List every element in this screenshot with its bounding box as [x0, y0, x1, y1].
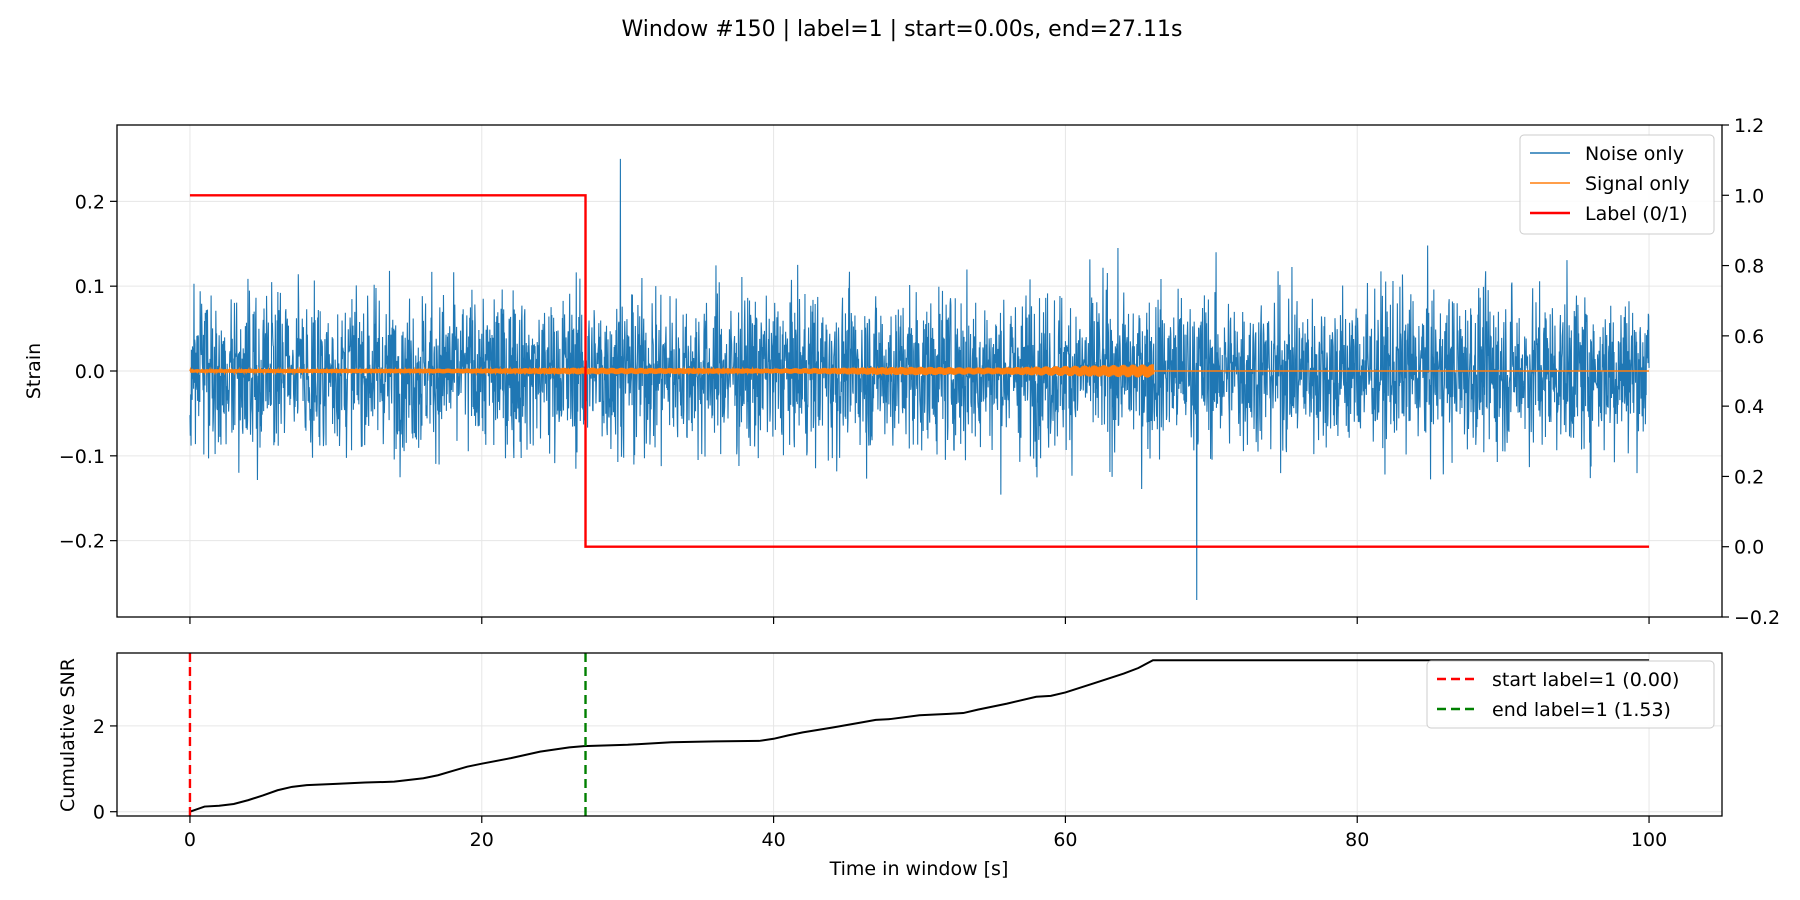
top-y-tick-label-0: −0.2 [59, 531, 105, 553]
top-ticks: −0.2 −0.1 0.0 0.1 0.2 −0.2 0.0 0.2 0.4 0.6 0.8 1.0 1… [59, 115, 1780, 629]
top-y2-tick-label-4: 0.6 [1734, 326, 1764, 348]
bottom-legend-entry-1: end label=1 (1.53) [1492, 699, 1671, 721]
bottom-legend-entry-0: start label=1 (0.00) [1492, 669, 1679, 691]
series-signal-only [189, 364, 1650, 378]
bottom-panel: 0 20 40 60 80 100 0 2 Cumulative SNR Time in wi… [57, 652, 1723, 880]
bottom-x-tick-label-4: 80 [1345, 829, 1369, 851]
top-legend-entry-1: Signal only [1585, 173, 1690, 195]
series-cumulative-snr [189, 659, 1650, 813]
top-y2-tick-label-7: 1.2 [1734, 115, 1764, 137]
bottom-y-tick-label-1: 2 [93, 716, 105, 738]
top-legend-box [1519, 134, 1715, 235]
top-y2-tick-label-5: 0.8 [1734, 256, 1764, 278]
series-noise-only [189, 158, 1650, 601]
bottom-axes-frame [116, 652, 1723, 817]
top-y2-tick-label-3: 0.4 [1734, 396, 1764, 418]
bottom-y-tick-label-0: 0 [93, 802, 105, 824]
top-legend-entry-0: Noise only [1585, 143, 1684, 165]
top-panel: −0.2 −0.1 0.0 0.1 0.2 −0.2 0.0 0.2 0.4 0.6 0.8 1.0 1… [23, 115, 1780, 629]
bottom-x-tick-label-1: 20 [470, 829, 494, 851]
bottom-y-axis-label: Cumulative SNR [57, 658, 79, 812]
top-y2-tick-label-0: −0.2 [1734, 607, 1780, 629]
bottom-x-tick-label-3: 60 [1053, 829, 1077, 851]
series-label-0-1 [189, 194, 1650, 548]
bottom-x-tick-label-0: 0 [184, 829, 196, 851]
top-y2-tick-label-2: 0.2 [1734, 466, 1764, 488]
top-y-tick-label-3: 0.1 [75, 276, 105, 298]
figure-title: Window #150 | label=1 | start=0.00s, end… [621, 17, 1182, 42]
top-y-axis-label: Strain [23, 343, 45, 399]
top-y-tick-label-4: 0.2 [75, 191, 105, 213]
bottom-legend-box [1426, 660, 1715, 729]
bottom-ticks: 0 20 40 60 80 100 0 2 [93, 716, 1667, 851]
top-legend: Noise only Signal only Label (0/1) [1519, 134, 1715, 235]
top-series [189, 158, 1650, 601]
top-y-tick-label-2: 0.0 [75, 361, 105, 383]
bottom-x-tick-label-5: 100 [1631, 829, 1667, 851]
bottom-x-tick-label-2: 40 [761, 829, 785, 851]
top-y2-tick-label-6: 1.0 [1734, 185, 1764, 207]
bottom-series [188, 653, 1650, 816]
top-legend-entry-2: Label (0/1) [1585, 203, 1688, 225]
bottom-legend: start label=1 (0.00) end label=1 (1.53) [1426, 660, 1715, 729]
top-y-tick-label-1: −0.1 [59, 446, 105, 468]
x-axis-label: Time in window [s] [829, 858, 1009, 880]
top-y2-tick-label-1: 0.0 [1734, 537, 1764, 559]
